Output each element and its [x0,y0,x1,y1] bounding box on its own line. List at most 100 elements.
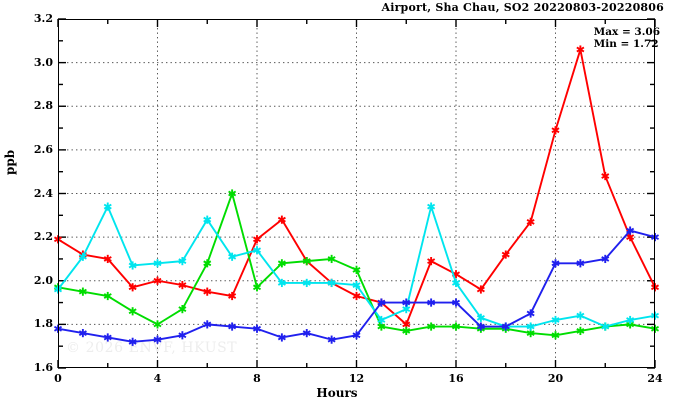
data-point [178,305,187,314]
data-point [650,311,660,320]
data-point [327,278,336,288]
x-tick-label: 20 [547,372,564,385]
data-point [153,320,162,329]
data-point [78,287,87,296]
data-point [451,298,461,307]
data-point [650,233,660,242]
data-point [601,322,610,331]
data-point [178,331,187,340]
data-point [153,259,162,268]
max-value-label: Max = 3.06 [593,26,660,38]
x-tick-label: 24 [647,372,663,385]
data-point [402,326,411,336]
data-point [103,254,112,264]
data-point [551,126,560,135]
data-point [576,259,585,268]
data-point [327,254,336,264]
y-tick-label: 2.6 [33,142,53,156]
data-point [476,285,485,294]
data-point [476,313,485,322]
data-point [103,333,112,342]
y-tick-label: 3.2 [33,12,53,25]
data-point [228,322,237,331]
data-point [327,335,336,344]
data-point [78,329,87,338]
chart-title: Airport, Sha Chau, SO2 20220803-20220806 [381,1,664,14]
data-point [526,217,535,226]
y-tick-label: 3.0 [33,55,53,69]
data-point [228,252,237,261]
y-tick-label: 2.4 [33,186,53,200]
data-point [128,307,137,316]
data-point [128,337,137,346]
data-point [203,215,212,224]
data-point [277,259,286,268]
data-point [451,278,461,288]
data-point [203,259,212,268]
data-point [228,189,237,198]
y-tick-label: 2.2 [33,230,53,244]
data-point [427,298,436,307]
data-point [352,281,361,290]
data-point [526,309,535,318]
data-point [526,322,535,331]
data-point [551,315,560,325]
data-point [277,278,286,288]
data-point [451,322,461,331]
x-tick-label: 16 [448,372,464,385]
data-point [153,335,162,344]
data-point [601,171,610,181]
data-point [203,320,212,329]
x-tick-label: 4 [153,372,162,385]
x-tick-label: 12 [348,372,365,385]
data-point [103,202,112,211]
data-point [252,235,262,244]
min-value-label: Min = 1.72 [593,38,659,50]
data-point [650,283,660,292]
data-point [302,278,311,288]
data-point [277,333,286,342]
data-point [178,281,187,290]
data-point [501,250,510,259]
data-point [576,45,585,54]
data-point [103,291,112,301]
data-point [427,202,436,211]
data-point [302,329,311,338]
x-tick-label: 8 [253,372,261,385]
data-point [476,322,485,331]
data-point [551,331,560,340]
y-tick-label: 1.6 [33,361,53,374]
data-point [427,322,436,331]
plot-frame [58,19,655,368]
data-point [501,322,510,331]
data-point [352,291,361,301]
data-point [576,326,585,336]
data-point [252,283,262,292]
data-point [203,287,212,296]
data-point [576,311,585,320]
data-point [252,246,262,255]
data-point [377,298,386,307]
data-point [153,276,162,285]
data-point [228,291,237,301]
data-point [252,324,262,333]
data-point [128,283,137,292]
x-axis-label: Hours [316,386,358,400]
data-point [626,226,635,235]
watermark: © 2026 ENVF, HKUST [66,340,238,356]
data-point [302,257,311,266]
data-point [650,324,660,333]
x-tick-label: 0 [54,372,62,385]
data-point [178,257,187,266]
data-point [551,259,560,268]
y-tick-label: 1.8 [33,317,53,331]
y-tick-label: 2.0 [33,273,53,287]
data-point [402,298,411,307]
data-point [352,331,361,340]
data-point [601,254,610,264]
stats-annotation: Max = 3.06 Min = 1.72 [594,26,660,50]
data-point [427,257,436,266]
data-point [377,315,386,325]
